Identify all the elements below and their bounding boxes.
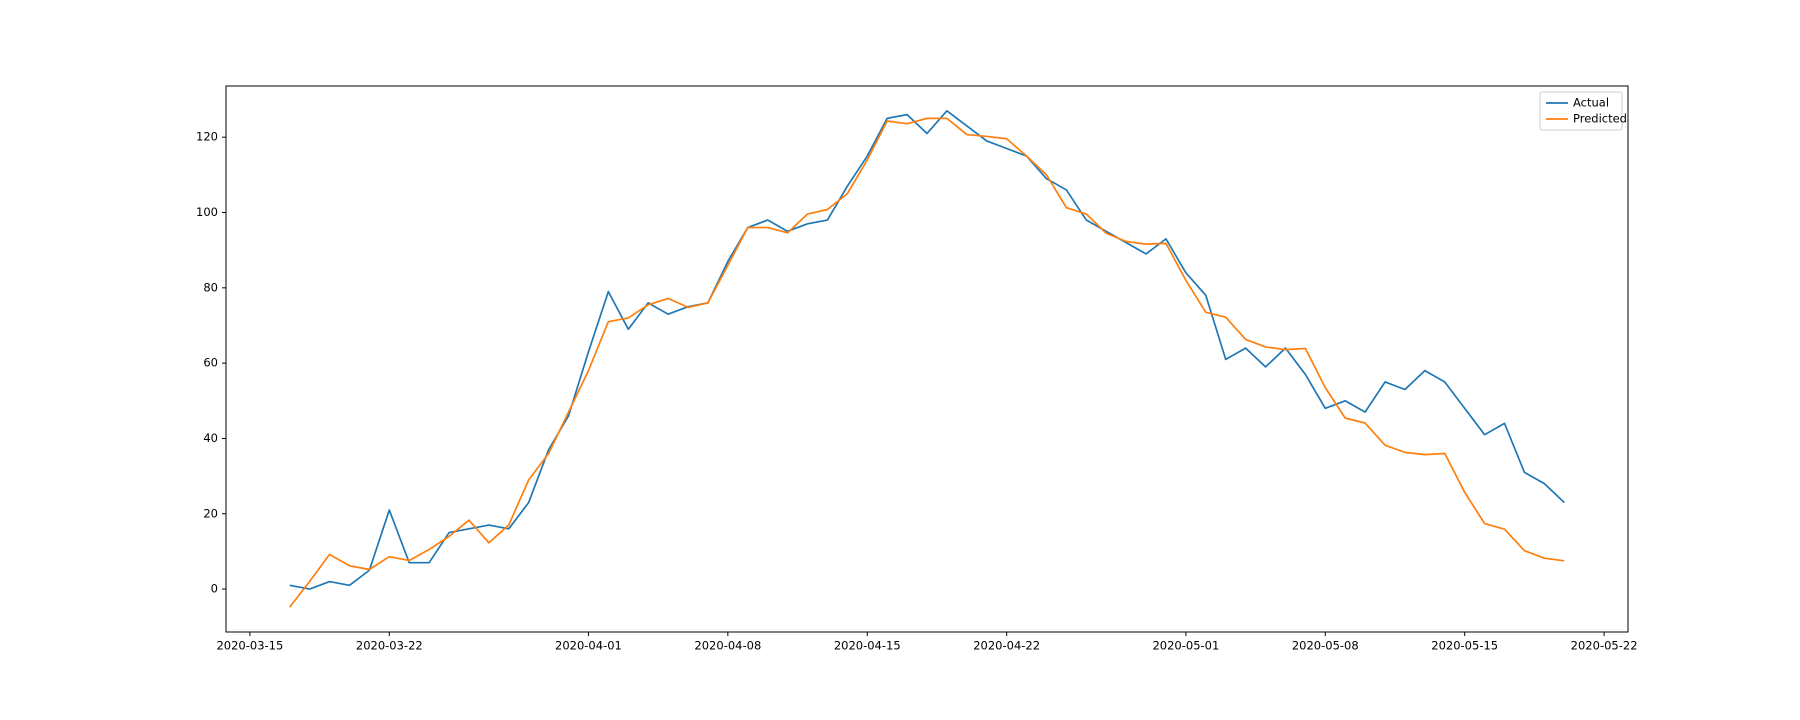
x-tick-label: 2020-03-22 (356, 639, 423, 653)
x-tick-label: 2020-03-15 (216, 639, 283, 653)
line-series (289, 117, 1565, 608)
x-tick-label: 2020-05-08 (1292, 639, 1359, 653)
y-tick-label: 100 (196, 205, 218, 219)
x-tick-label: 2020-04-08 (694, 639, 761, 653)
x-tick-label: 2020-05-01 (1152, 639, 1219, 653)
x-tick-label: 2020-04-15 (834, 639, 901, 653)
y-tick-label: 60 (203, 356, 218, 370)
y-tick-label: 120 (196, 130, 218, 144)
x-tick-label: 2020-04-01 (555, 639, 622, 653)
y-tick-label: 80 (203, 280, 218, 294)
x-tick-label: 2020-04-22 (973, 639, 1040, 653)
legend-box (1539, 91, 1623, 131)
x-tick-label: 2020-05-22 (1571, 639, 1638, 653)
x-tick-label: 2020-05-15 (1431, 639, 1498, 653)
y-tick-label: 20 (203, 506, 218, 520)
line-series (289, 110, 1565, 590)
plot-frame (225, 85, 1629, 633)
y-tick-label: 40 (203, 431, 218, 445)
y-tick-label: 0 (211, 582, 218, 596)
legend-label: Predicted (1573, 112, 1627, 126)
legend-label: Actual (1573, 96, 1609, 110)
